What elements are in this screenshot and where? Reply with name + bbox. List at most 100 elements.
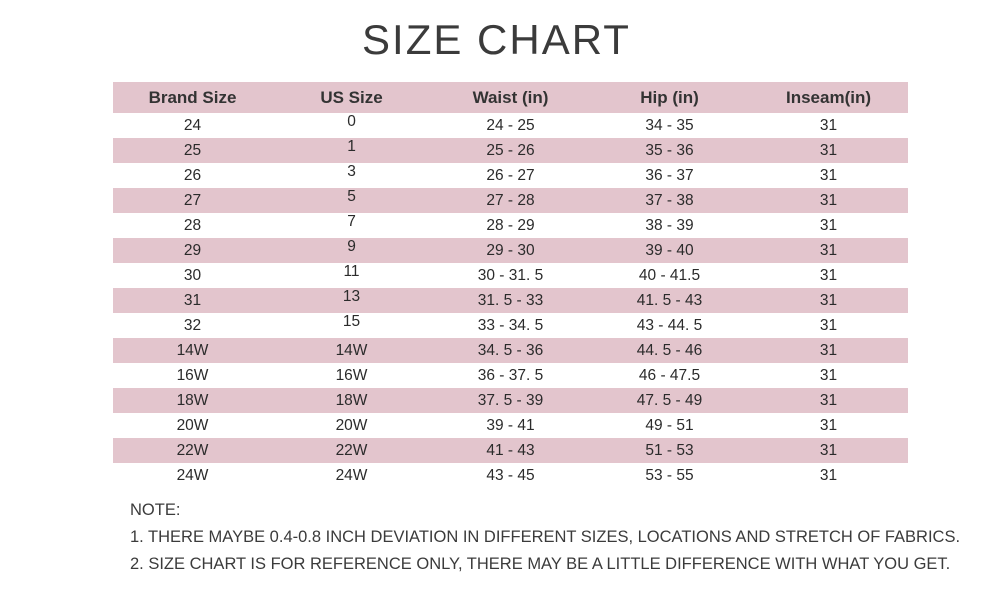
cell-value: 20W bbox=[335, 416, 368, 434]
table-cell: 46 - 47.5 bbox=[590, 363, 749, 388]
column-header-waist: Waist (in) bbox=[431, 82, 590, 113]
table-cell: 16W bbox=[272, 363, 431, 388]
note-item-1: 1. THERE MAYBE 0.4-0.8 INCH DEVIATION IN… bbox=[130, 528, 961, 546]
table-cell: 27 bbox=[113, 188, 272, 213]
table-row: 27 5 27 - 28 37 - 38 31 bbox=[113, 188, 908, 213]
cell-value: 5 bbox=[347, 187, 356, 205]
note-item-2: 2. SIZE CHART IS FOR REFERENCE ONLY, THE… bbox=[130, 555, 951, 573]
cell-value: 11 bbox=[343, 262, 360, 280]
cell-value: 20W bbox=[176, 416, 209, 434]
cell-value: 25 - 26 bbox=[486, 141, 535, 159]
table-row: 18W 18W 37. 5 - 39 47. 5 - 49 31 bbox=[113, 388, 908, 413]
cell-value: 28 - 29 bbox=[486, 216, 535, 234]
table-row: 24W 24W 43 - 45 53 - 55 31 bbox=[113, 463, 908, 488]
cell-value: 35 - 36 bbox=[645, 141, 694, 159]
cell-value: 41 - 43 bbox=[486, 441, 535, 459]
cell-value: 31 bbox=[819, 391, 838, 409]
cell-value: 31 bbox=[819, 341, 838, 359]
cell-value: 39 - 41 bbox=[486, 416, 535, 434]
column-header-brand-size: Brand Size bbox=[113, 82, 272, 113]
cell-value: 7 bbox=[347, 212, 356, 230]
cell-value: 28 bbox=[183, 216, 202, 234]
cell-value: 13 bbox=[342, 287, 361, 305]
cell-value: 53 - 55 bbox=[645, 466, 694, 484]
table-cell: 16W bbox=[113, 363, 272, 388]
cell-value: 38 - 39 bbox=[645, 216, 694, 234]
table-cell: 28 bbox=[113, 213, 272, 238]
cell-value: 30 - 31. 5 bbox=[477, 266, 544, 284]
table-cell: 36 - 37. 5 bbox=[431, 363, 590, 388]
cell-value: 31 bbox=[819, 316, 838, 334]
cell-value: 24W bbox=[176, 466, 209, 484]
table-cell: 47. 5 - 49 bbox=[590, 388, 749, 413]
cell-value: 43 - 45 bbox=[486, 466, 535, 484]
table-cell: 39 - 41 bbox=[431, 413, 590, 438]
table-row: 30 11 30 - 31. 5 40 - 41.5 31 bbox=[113, 263, 908, 288]
cell-value: 18W bbox=[176, 391, 209, 409]
table-cell: 31. 5 - 33 bbox=[431, 288, 590, 313]
notes-label: NOTE: bbox=[130, 501, 181, 519]
table-cell: 43 - 45 bbox=[431, 463, 590, 488]
cell-value: 36 - 37. 5 bbox=[477, 366, 544, 384]
table-cell: 35 - 36 bbox=[590, 138, 749, 163]
table-cell: 31 bbox=[113, 288, 272, 313]
cell-value: 37. 5 - 39 bbox=[477, 391, 544, 409]
cell-value: 14W bbox=[176, 341, 209, 359]
table-cell: 3 bbox=[272, 163, 431, 188]
table-cell: 31 bbox=[749, 188, 908, 213]
table-row: 16W 16W 36 - 37. 5 46 - 47.5 31 bbox=[113, 363, 908, 388]
table-cell: 14W bbox=[113, 338, 272, 363]
table-cell: 31 bbox=[749, 163, 908, 188]
cell-value: 31 bbox=[819, 466, 838, 484]
cell-value: 31 bbox=[819, 141, 838, 159]
header-row: Brand Size US Size Waist (in) Hip (in) I… bbox=[113, 82, 908, 113]
table-cell: 31 bbox=[749, 213, 908, 238]
table-cell: 24 bbox=[113, 113, 272, 138]
table-cell: 25 - 26 bbox=[431, 138, 590, 163]
cell-value: 31 bbox=[819, 166, 838, 184]
cell-value: 36 - 37 bbox=[645, 166, 694, 184]
cell-value: 29 bbox=[183, 241, 202, 259]
table-cell: 5 bbox=[272, 188, 431, 213]
cell-value: 31 bbox=[819, 116, 838, 134]
table-cell: 43 - 44. 5 bbox=[590, 313, 749, 338]
table-cell: 34 - 35 bbox=[590, 113, 749, 138]
table-cell: 9 bbox=[272, 238, 431, 263]
table-cell: 44. 5 - 46 bbox=[590, 338, 749, 363]
cell-value: 26 bbox=[183, 166, 202, 184]
table-cell: 41. 5 - 43 bbox=[590, 288, 749, 313]
cell-value: 31 bbox=[819, 241, 838, 259]
table-row: 20W 20W 39 - 41 49 - 51 31 bbox=[113, 413, 908, 438]
table-cell: 37. 5 - 39 bbox=[431, 388, 590, 413]
cell-value: 16W bbox=[176, 366, 209, 384]
cell-value: 24W bbox=[335, 466, 368, 484]
table-cell: 24 - 25 bbox=[431, 113, 590, 138]
table-row: 29 9 29 - 30 39 - 40 31 bbox=[113, 238, 908, 263]
cell-value: 30 bbox=[183, 266, 202, 284]
table-row: 28 7 28 - 29 38 - 39 31 bbox=[113, 213, 908, 238]
table-cell: 29 bbox=[113, 238, 272, 263]
size-table-body: 24 0 24 - 25 34 - 35 31 25 1 25 - 26 35 - 36 31 26… bbox=[113, 113, 908, 488]
cell-value: 31 bbox=[819, 416, 838, 434]
table-row: 31 13 31. 5 - 33 41. 5 - 43 31 bbox=[113, 288, 908, 313]
table-cell: 31 bbox=[749, 438, 908, 463]
table-cell: 30 bbox=[113, 263, 272, 288]
column-header-hip: Hip (in) bbox=[590, 82, 749, 113]
table-cell: 7 bbox=[272, 213, 431, 238]
cell-value: 31 bbox=[819, 266, 838, 284]
table-cell: 1 bbox=[272, 138, 431, 163]
table-cell: 31 bbox=[749, 338, 908, 363]
table-cell: 18W bbox=[272, 388, 431, 413]
cell-value: 43 - 44. 5 bbox=[636, 316, 703, 334]
cell-value: 14W bbox=[335, 341, 368, 359]
table-cell: 53 - 55 bbox=[590, 463, 749, 488]
cell-value: 37 - 38 bbox=[645, 191, 694, 209]
cell-value: 26 - 27 bbox=[486, 166, 535, 184]
table-cell: 26 - 27 bbox=[431, 163, 590, 188]
cell-value: 29 - 30 bbox=[486, 241, 535, 259]
cell-value: 25 bbox=[183, 141, 202, 159]
cell-value: 18W bbox=[335, 391, 368, 409]
cell-value: 22W bbox=[335, 441, 368, 459]
table-cell: 20W bbox=[272, 413, 431, 438]
cell-value: 49 - 51 bbox=[645, 416, 694, 434]
